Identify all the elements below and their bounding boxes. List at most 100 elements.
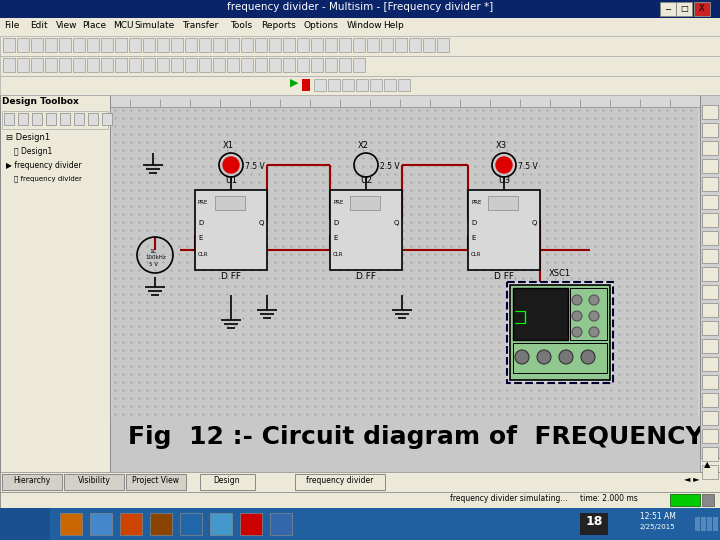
Bar [199,58,211,72]
Bar [45,38,57,52]
Text: 5 V: 5 V [149,262,158,267]
Bar [702,249,718,263]
Bar [702,494,714,506]
Bar [302,79,310,91]
Bar [0,36,720,56]
Bar [73,38,85,52]
Bar [384,79,396,91]
Bar [695,517,700,531]
Bar [350,196,380,210]
Text: ▶: ▶ [290,78,299,88]
Bar [150,513,172,535]
Bar [297,38,309,52]
Text: XSC1: XSC1 [549,269,571,278]
Circle shape [223,157,239,173]
Text: ⊟ Design1: ⊟ Design1 [6,133,50,142]
Text: 🗋 frequency divider: 🗋 frequency divider [14,175,82,181]
Bar [283,58,295,72]
Bar [702,195,718,209]
Text: D FF: D FF [494,272,514,281]
Text: 7.5 V: 7.5 V [518,162,538,171]
Text: Design: Design [214,476,240,485]
Bar [31,38,43,52]
Bar [3,58,15,72]
Bar [700,458,720,472]
Bar [342,79,354,91]
Bar [702,213,718,227]
Bar [241,38,253,52]
Bar [701,517,706,531]
Bar [45,58,57,72]
Bar [115,58,127,72]
Bar [702,393,718,407]
Bar [0,56,720,76]
Bar [199,38,211,52]
Bar [0,472,720,492]
Text: frequency divider - Multisim - [Frequency divider *]: frequency divider - Multisim - [Frequenc… [227,2,493,12]
Bar [4,113,14,125]
Bar [87,58,99,72]
Bar [269,38,281,52]
Bar [676,2,692,16]
Bar [580,513,608,535]
Bar [311,38,323,52]
Bar [0,76,720,95]
Bar [171,58,183,72]
Text: ◄ ►: ◄ ► [684,475,700,484]
Bar [269,58,281,72]
Circle shape [515,350,529,364]
Bar [330,190,402,270]
Bar [64,474,124,490]
Bar [513,288,568,340]
Bar [339,58,351,72]
Bar [143,38,155,52]
Bar [241,58,253,72]
Bar [702,303,718,317]
Bar [0,18,720,36]
Bar [488,196,518,210]
Bar [702,375,718,389]
Text: View: View [56,21,78,30]
Bar [702,447,718,461]
Bar [102,113,112,125]
Bar [409,38,421,52]
Bar [110,95,700,472]
Bar [283,38,295,52]
Text: D FF: D FF [221,272,241,281]
Text: Options: Options [304,21,339,30]
Bar [353,58,365,72]
Circle shape [572,295,582,305]
Text: 7.5 V: 7.5 V [245,162,265,171]
Bar [702,285,718,299]
Text: X1: X1 [223,141,234,150]
Text: MCU: MCU [114,21,134,30]
Bar [370,79,382,91]
Bar [356,79,368,91]
Text: 1L: 1L [149,249,156,254]
Text: Project View: Project View [132,476,179,485]
Bar [513,343,607,373]
Bar [295,474,385,490]
Text: X: X [699,4,705,13]
Bar [0,508,720,540]
Bar [570,288,607,340]
Bar [120,513,142,535]
Bar [195,190,267,270]
Bar [398,79,410,91]
Bar [0,95,110,508]
Bar [700,95,720,508]
Text: □: □ [680,4,688,13]
Circle shape [572,311,582,321]
Text: frequency divider simulating...: frequency divider simulating... [450,494,567,503]
Text: Q: Q [531,220,537,226]
Bar [215,196,245,210]
Bar [713,517,718,531]
Bar [90,513,112,535]
Bar [328,79,340,91]
Bar [129,58,141,72]
Text: D: D [198,220,203,226]
Bar [702,339,718,353]
Bar [255,38,267,52]
Text: PRE: PRE [198,200,208,205]
Text: 2/25/2015: 2/25/2015 [640,524,675,530]
